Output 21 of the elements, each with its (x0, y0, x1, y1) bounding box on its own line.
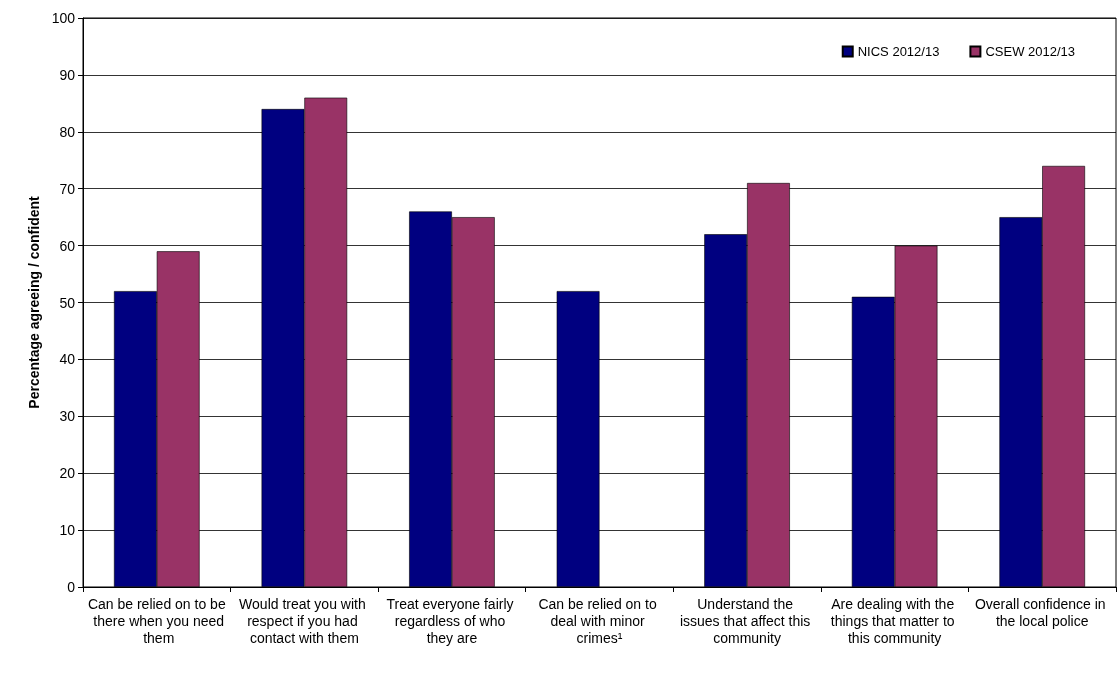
x-tick-label: Would treat you with respect if you had contact with them (239, 595, 370, 646)
y-tick-label: 10 (59, 522, 76, 539)
y-tick-label: 40 (59, 351, 76, 368)
legend-label: NICS 2012/13 (857, 44, 940, 59)
x-tick-label: Are dealing with the things that matter to this community (830, 595, 959, 646)
y-tick-label: 90 (59, 66, 76, 83)
x-tick-label: Can be relied on to deal with minor crimes¹ (538, 595, 661, 646)
y-tick-label: 0 (67, 579, 76, 595)
y-tick-label: 80 (59, 123, 76, 140)
legend-label: CSEW 2012/13 (985, 44, 1076, 59)
y-tick-label: 20 (59, 465, 76, 482)
x-tick-label: Treat everyone fairly regardless of who they are (386, 595, 518, 646)
y-axis-title: Percentage agreeing / confident (25, 195, 42, 409)
y-tick-label: 70 (59, 180, 76, 197)
x-tick-label: Overall confidence in the local police (974, 595, 1110, 629)
x-tick-label: Understand the issues that affect this community (679, 595, 815, 646)
y-tick-label: 50 (59, 294, 76, 311)
x-tick-label: Can be relied on to be there when you need them (87, 595, 226, 646)
y-tick-label: 60 (59, 237, 76, 254)
y-tick-label: 100 (51, 10, 76, 26)
y-tick-label: 30 (59, 408, 76, 425)
